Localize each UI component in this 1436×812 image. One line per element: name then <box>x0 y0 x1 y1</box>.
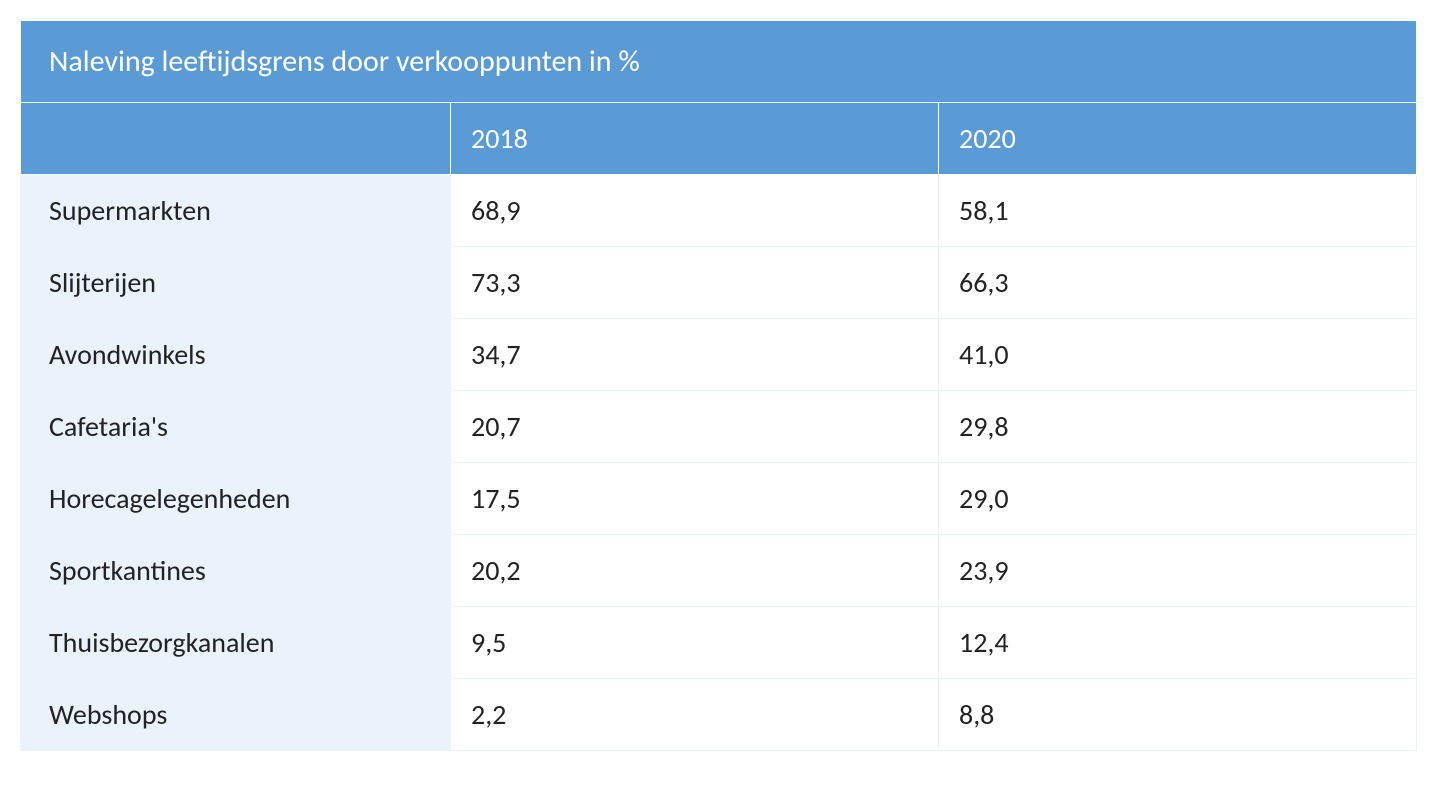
cell-2018: 2,2 <box>451 679 939 751</box>
row-label: Avondwinkels <box>21 319 451 391</box>
cell-2020: 58,1 <box>939 175 1417 247</box>
row-label: Cafetaria's <box>21 391 451 463</box>
row-label: Slijterijen <box>21 247 451 319</box>
cell-2018: 9,5 <box>451 607 939 679</box>
row-label: Sportkantines <box>21 535 451 607</box>
cell-2018: 68,9 <box>451 175 939 247</box>
column-header-2018: 2018 <box>451 103 939 175</box>
cell-2020: 41,0 <box>939 319 1417 391</box>
cell-2020: 23,9 <box>939 535 1417 607</box>
cell-2020: 66,3 <box>939 247 1417 319</box>
table-row: Avondwinkels 34,7 41,0 <box>21 319 1417 391</box>
column-header-empty <box>21 103 451 175</box>
table-title: Naleving leeftijdsgrens door verkooppunt… <box>21 21 1417 103</box>
row-label: Thuisbezorgkanalen <box>21 607 451 679</box>
cell-2018: 73,3 <box>451 247 939 319</box>
column-header-2020: 2020 <box>939 103 1417 175</box>
table-row: Slijterijen 73,3 66,3 <box>21 247 1417 319</box>
row-label: Webshops <box>21 679 451 751</box>
compliance-table: Naleving leeftijdsgrens door verkooppunt… <box>20 20 1417 751</box>
table-row: Webshops 2,2 8,8 <box>21 679 1417 751</box>
table-row: Supermarkten 68,9 58,1 <box>21 175 1417 247</box>
cell-2020: 8,8 <box>939 679 1417 751</box>
table-row: Horecagelegenheden 17,5 29,0 <box>21 463 1417 535</box>
table-row: Thuisbezorgkanalen 9,5 12,4 <box>21 607 1417 679</box>
cell-2018: 20,2 <box>451 535 939 607</box>
row-label: Supermarkten <box>21 175 451 247</box>
cell-2020: 12,4 <box>939 607 1417 679</box>
table-row: Sportkantines 20,2 23,9 <box>21 535 1417 607</box>
cell-2020: 29,8 <box>939 391 1417 463</box>
cell-2020: 29,0 <box>939 463 1417 535</box>
cell-2018: 17,5 <box>451 463 939 535</box>
row-label: Horecagelegenheden <box>21 463 451 535</box>
table-row: Cafetaria's 20,7 29,8 <box>21 391 1417 463</box>
cell-2018: 34,7 <box>451 319 939 391</box>
cell-2018: 20,7 <box>451 391 939 463</box>
